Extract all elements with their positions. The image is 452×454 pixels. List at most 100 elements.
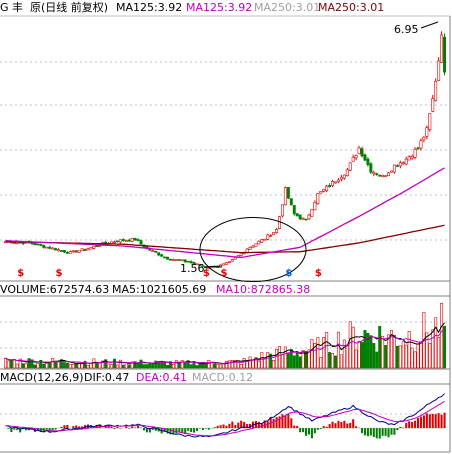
volume-bar [9, 360, 13, 369]
volume-bar [242, 358, 246, 369]
candle-body [216, 266, 220, 268]
candle-body [310, 209, 314, 217]
candle-body [136, 239, 140, 241]
volume-bar [18, 358, 22, 369]
volume-bar [381, 335, 385, 369]
macd-label: MACD(12,26,9) [0, 371, 84, 384]
volume-bar [219, 364, 223, 369]
volume-bar [207, 360, 211, 369]
volume-bar [171, 363, 175, 369]
candle-body [410, 155, 414, 159]
candle-body [33, 242, 37, 246]
candle-body [115, 240, 119, 243]
volume-bar [189, 364, 193, 369]
highlight-ellipse [199, 217, 307, 283]
candle-body [157, 252, 161, 256]
volume-bar [257, 360, 261, 369]
volume-bar [183, 361, 187, 369]
candle-body [431, 98, 435, 112]
candle-body [98, 245, 102, 248]
volume-bar [57, 360, 60, 369]
ma125-dup-label: MA125:3.92 [186, 1, 252, 14]
volume-bar [390, 330, 393, 369]
candle-body [230, 259, 234, 262]
candle-body [183, 259, 187, 263]
candle-body [151, 250, 155, 253]
candle-body [195, 263, 199, 266]
volume-bar [227, 360, 231, 369]
candle-body [283, 187, 287, 205]
volume-bar [86, 364, 90, 369]
volume-bar [130, 361, 134, 369]
candle-body [322, 188, 326, 192]
volume-bar [251, 359, 255, 369]
candle-body [437, 60, 441, 81]
candle-body [428, 113, 432, 131]
candle-body [171, 259, 175, 261]
volume-bar [89, 363, 93, 369]
macd-dea-line [5, 400, 445, 437]
macd-dif-line [5, 393, 445, 438]
volume-bar [336, 331, 340, 369]
volume-bar [280, 354, 284, 369]
volume-bar [351, 326, 355, 369]
volume-bar [278, 346, 281, 369]
candle-body [278, 216, 281, 229]
candle-body [434, 81, 438, 101]
macd-panel: MACD(12,26,9) DIF:0.47 DEA:0.41 MACD:0.1… [0, 371, 450, 453]
candle-body [351, 156, 355, 162]
candle-body [307, 214, 311, 220]
candle-body [192, 262, 196, 265]
candle-body [86, 248, 90, 251]
volume-bar [136, 362, 140, 369]
volume-bar [378, 325, 382, 369]
volume-bar [310, 339, 314, 369]
candle-body [39, 244, 43, 246]
volume-bar [222, 363, 226, 369]
candle-body [169, 258, 172, 261]
candle-body [166, 256, 170, 260]
candle-body [275, 229, 279, 233]
volume-bar [395, 345, 399, 369]
candle-body [401, 162, 405, 165]
volume-bar [98, 362, 102, 369]
volume-bar [266, 352, 270, 369]
candle-body [336, 179, 340, 183]
candle-body [295, 213, 299, 217]
candle-body [392, 164, 396, 173]
candle-body [139, 240, 143, 245]
candle-body [301, 217, 305, 220]
candle-body [248, 247, 252, 250]
volume-bar [334, 355, 337, 369]
candle-body [177, 259, 181, 261]
volume-bar [419, 340, 423, 369]
volume-ma10-label: MA10:872865.38 [216, 283, 310, 296]
candle-body [425, 127, 429, 137]
volume-bar [169, 361, 172, 369]
low-price-annotation: 1.56 [180, 262, 205, 275]
volume-bar [437, 336, 441, 369]
candle-body [404, 158, 408, 165]
candle-body [121, 239, 125, 241]
volume-ma5-label: MA5:1021605.69 [112, 283, 206, 296]
volume-bar [372, 343, 376, 369]
volume-bar [118, 359, 122, 369]
candle-body [378, 174, 382, 177]
macd-dea-label: DEA:0.41 [136, 371, 187, 384]
volume-bar [316, 337, 320, 369]
volume-bar [248, 356, 252, 369]
volume-bar [151, 362, 155, 369]
volume-bar [286, 353, 290, 369]
candle-body [304, 218, 308, 221]
volume-bar [410, 347, 414, 369]
candle-body [104, 241, 108, 244]
volume-bar [272, 360, 276, 369]
volume-bar [339, 354, 343, 369]
candle-body [224, 262, 228, 265]
candle-body [316, 193, 320, 204]
volume-bar [51, 358, 55, 369]
volume-bar [101, 360, 105, 369]
candle-body [57, 249, 60, 252]
candle-body [198, 264, 202, 266]
candle-body [339, 176, 343, 180]
